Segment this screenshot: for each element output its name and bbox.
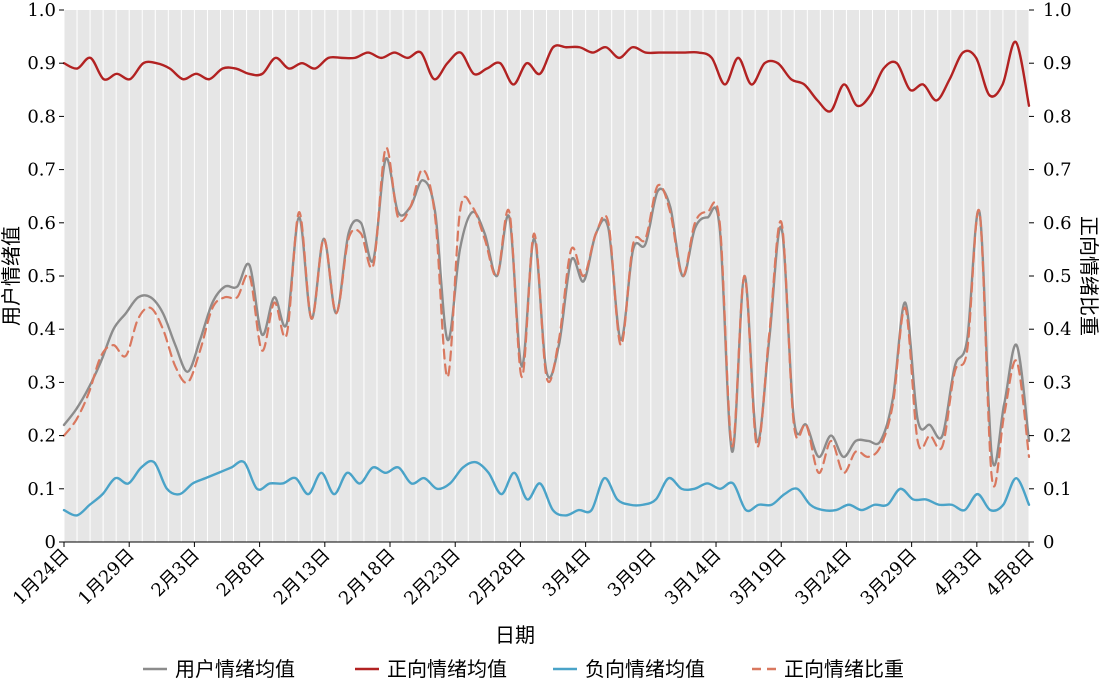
x-axis-title: 日期: [495, 623, 535, 647]
legend-label: 正向情绪均值: [387, 657, 507, 681]
x-tick-label: 2月23日: [400, 545, 465, 610]
legend-label: 用户情绪均值: [175, 657, 295, 681]
x-tick-label: 3月14日: [661, 545, 726, 610]
y-tick-label: 0.7: [27, 160, 56, 181]
y2-axis-title: 正向情绪比重: [1077, 216, 1100, 336]
y2-tick-label: 0.9: [1043, 53, 1072, 74]
x-tick-label: 1月24日: [9, 545, 74, 610]
y-tick-label: 0.4: [27, 319, 56, 340]
y-tick-label: 0.3: [27, 372, 56, 393]
series-line-1: [62, 40, 1031, 113]
x-tick-label: 3月4日: [539, 545, 596, 602]
x-tick-label: 1月29日: [74, 545, 139, 610]
x-tick-label: 4月8日: [982, 545, 1039, 602]
x-tick-label: 3月24日: [791, 545, 856, 610]
y2-tick-label: 0.4: [1043, 319, 1072, 340]
left-y-axis: 0 0.1 0.2 0.3 0.4 0.5 0.6 0.7 0.8 0.9 1.0: [27, 0, 64, 553]
x-tick-label: 2月3日: [147, 545, 204, 602]
y-tick-label: 0.5: [27, 266, 56, 287]
y2-tick-label: 0.6: [1043, 213, 1072, 234]
y-tick-label: 0.9: [27, 53, 56, 74]
series-line-2: [62, 459, 1031, 517]
y2-tick-label: 0.3: [1043, 372, 1072, 393]
x-tick-label: 2月18日: [335, 545, 400, 610]
y-tick-label: 0: [45, 532, 56, 553]
y-axis-title: 用户情绪值: [0, 226, 23, 326]
series-line-3: [62, 146, 1031, 488]
x-tick-label: 2月28日: [465, 545, 530, 610]
legend: 用户情绪均值 正向情绪均值 负向情绪均值 正向情绪比重: [143, 657, 904, 681]
x-tick-label: 4月3日: [930, 545, 987, 602]
x-tick-label: 3月29日: [857, 545, 922, 610]
y-tick-label: 0.6: [27, 213, 56, 234]
x-tick-label: 3月19日: [726, 545, 791, 610]
x-tick-label: 2月8日: [213, 545, 270, 602]
y2-tick-label: 0: [1043, 532, 1054, 553]
grid-lines: [63, 10, 1030, 542]
right-y-axis: 0 0.1 0.2 0.3 0.4 0.5 0.6 0.7 0.8 0.9 1.0: [1029, 0, 1072, 553]
y2-tick-label: 0.8: [1043, 106, 1072, 127]
x-tick-label: 2月13日: [270, 545, 335, 610]
x-tick-label: 3月9日: [604, 545, 661, 602]
y-tick-label: 0.8: [27, 106, 56, 127]
y2-tick-label: 0.7: [1043, 160, 1072, 181]
y-tick-label: 1.0: [27, 0, 56, 21]
legend-label: 正向情绪比重: [784, 657, 904, 681]
y2-tick-label: 1.0: [1043, 0, 1072, 21]
y-tick-label: 0.2: [27, 426, 56, 447]
x-axis: 1月24日 1月29日 2月3日 2月8日 2月13日 2月18日 2月23日 2月28日 3月…: [9, 541, 1039, 610]
y2-tick-label: 0.2: [1043, 426, 1072, 447]
y2-tick-label: 0.1: [1043, 479, 1072, 500]
y2-tick-label: 0.5: [1043, 266, 1072, 287]
series-layer: [62, 40, 1031, 517]
y-tick-label: 0.1: [27, 479, 56, 500]
legend-label: 负向情绪均值: [585, 657, 705, 681]
